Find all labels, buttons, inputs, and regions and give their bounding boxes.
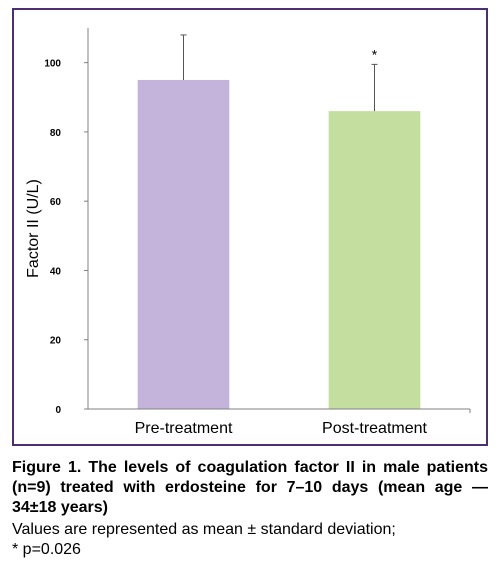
caption-note: Values are represented as mean ± standar… — [12, 520, 488, 560]
y-axis-title: Factor II (U/L) — [25, 179, 42, 278]
y-tick-label-0: 0 — [55, 405, 61, 416]
y-tick-label-100: 100 — [44, 59, 61, 70]
caption-title: Figure 1. The levels of coagulation fact… — [12, 459, 488, 516]
labels-layer: Pre-treatment * Post-treatment 0 20 40 60 80 100… — [25, 46, 428, 437]
bar-1 — [137, 79, 230, 410]
y-tick-label-80: 80 — [50, 128, 62, 139]
significance-marker-2: * — [372, 46, 378, 62]
bar-chart: Pre-treatment * Post-treatment 0 20 40 60 80 100… — [25, 28, 471, 437]
y-tick-label-40: 40 — [50, 266, 62, 277]
x-tick-label-1: Pre-treatment — [135, 420, 233, 437]
x-tick-label-2: Post-treatment — [322, 420, 427, 437]
bar-2 — [328, 111, 421, 410]
axes-layer — [84, 28, 471, 413]
caption-note-line1: Values are represented as mean ± standar… — [12, 521, 396, 538]
figure-caption: Figure 1. The levels of coagulation fact… — [12, 458, 488, 560]
chart-frame: Pre-treatment * Post-treatment 0 20 40 60 80 100… — [12, 8, 488, 446]
bars-layer — [137, 79, 421, 410]
caption-note-line2: * p=0.026 — [12, 541, 81, 558]
y-tick-label-60: 60 — [50, 197, 62, 208]
y-tick-label-20: 20 — [50, 336, 62, 347]
error-bars-layer — [180, 34, 378, 112]
